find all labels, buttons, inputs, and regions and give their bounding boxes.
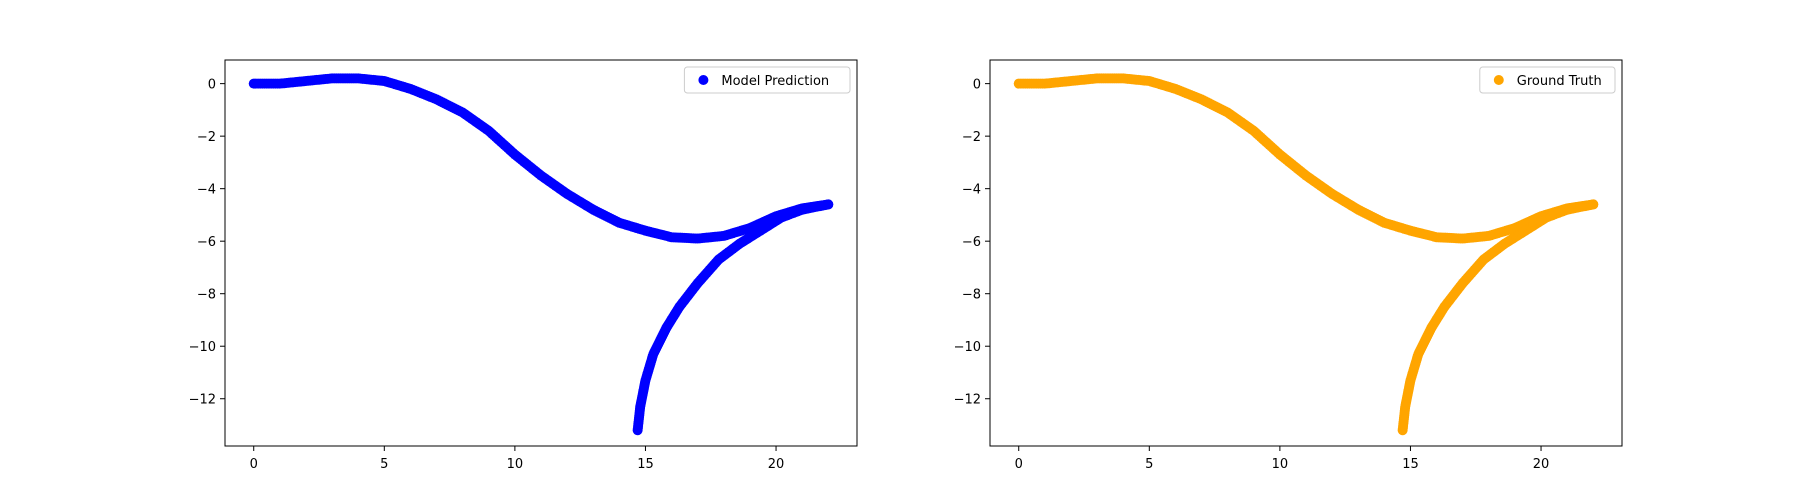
y-tick-label: −10 [954,340,981,355]
x-tick-label: 15 [637,457,654,472]
x-tick-label: 15 [1402,457,1419,472]
axes-frame [224,59,858,447]
x-tick-label: 0 [1015,457,1023,472]
y-tick-label: −4 [197,183,216,198]
legend: Ground Truth [1479,66,1616,94]
legend-marker [698,75,709,85]
axes-frame [989,59,1623,447]
y-tick-label: −8 [962,288,981,303]
legend-box [1479,66,1616,94]
chart-ground-truth: 0 5 10 15 20 0 −2 −4 −6 −8 −10 −12 Ground Truth [954,59,1623,472]
y-tick-label: −10 [189,340,216,355]
x-tick-label: 5 [1145,457,1153,472]
y-tick-label: 0 [973,78,981,93]
data-points [1013,73,1599,436]
y-tick-label: −12 [954,393,981,408]
y-tick-label: −2 [197,130,216,145]
data-points [248,73,834,436]
y-tick-label: 0 [208,78,216,93]
y-tick-label: −4 [962,183,981,198]
data-point [823,199,834,210]
y-tick-label: −12 [189,393,216,408]
data-point [1588,199,1599,210]
legend-label: Ground Truth [1517,74,1602,89]
x-tick-label: 10 [1272,457,1289,472]
x-tick-label: 5 [380,457,388,472]
x-tick-label: 0 [250,457,258,472]
y-tick-label: −8 [197,288,216,303]
legend-label: Model Prediction [721,74,829,89]
legend-box [683,66,851,94]
y-tick-label: −6 [962,235,981,250]
legend-marker [1493,75,1504,85]
legend: Model Prediction [683,66,851,94]
chart-model-prediction: 0 5 10 15 20 0 −2 −4 −6 −8 −10 −12 Model Prediction [189,59,858,472]
y-tick-label: −6 [197,235,216,250]
x-tick-label: 10 [507,457,524,472]
x-tick-label: 20 [768,457,785,472]
x-tick-label: 20 [1533,457,1550,472]
y-tick-label: −2 [962,130,981,145]
